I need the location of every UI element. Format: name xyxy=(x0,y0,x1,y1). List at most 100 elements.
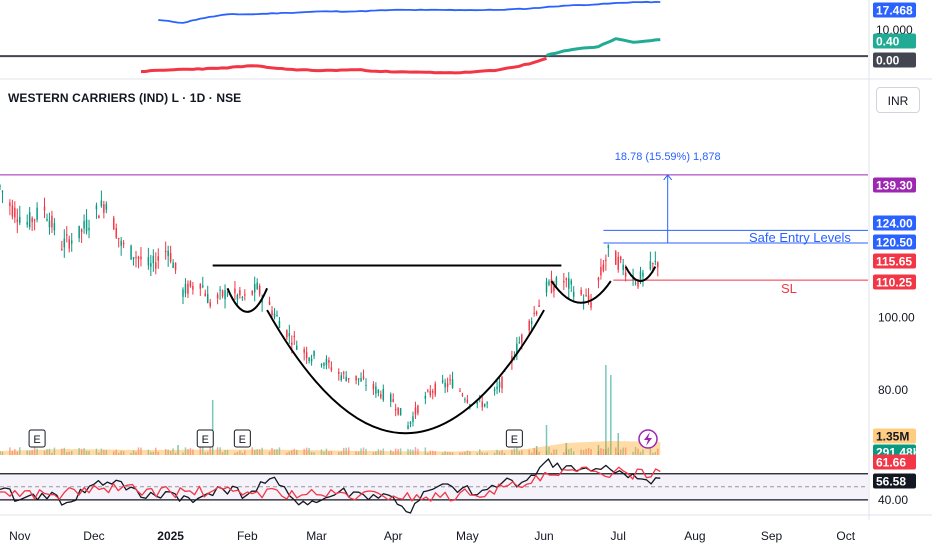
volume-bar xyxy=(459,452,461,455)
volume-bar xyxy=(236,451,239,455)
volume-bar xyxy=(51,452,53,455)
volume-bar xyxy=(152,451,155,455)
volume-bar-spike xyxy=(211,400,214,455)
volume-bar xyxy=(117,452,120,455)
candle-body xyxy=(493,389,496,391)
volume-bar xyxy=(590,449,592,455)
price-level-label: 139.30 xyxy=(876,179,913,193)
candle-body xyxy=(132,257,135,260)
candle-body xyxy=(590,301,592,308)
candle-body xyxy=(130,245,132,260)
candle-body xyxy=(563,280,565,283)
cup-handle-arc xyxy=(550,280,612,304)
volume-bar xyxy=(451,452,454,455)
candle-body xyxy=(649,261,652,270)
cup-handle-arc xyxy=(624,266,657,283)
volume-bar-spike xyxy=(177,445,179,455)
candle-body xyxy=(33,219,36,221)
candle-body xyxy=(51,215,53,228)
candles-group xyxy=(0,184,659,430)
volume-bar xyxy=(587,447,590,455)
candle-body xyxy=(202,285,204,288)
candle-body xyxy=(533,312,535,314)
volume-bar xyxy=(271,448,273,455)
candle-body xyxy=(325,358,328,366)
candle-body xyxy=(241,297,244,299)
candle-body xyxy=(172,262,174,268)
volume-bar xyxy=(31,450,33,455)
volume-bar xyxy=(432,450,434,455)
price-level-label: 124.00 xyxy=(876,217,913,231)
volume-bar xyxy=(501,450,503,455)
candle-body xyxy=(157,256,160,261)
candle-body xyxy=(80,229,83,232)
volume-bar xyxy=(132,450,135,455)
volume-bar xyxy=(622,447,624,455)
candle-body xyxy=(476,402,479,405)
candle-body xyxy=(654,260,657,262)
volume-bar xyxy=(11,450,14,455)
volume-bar xyxy=(95,448,98,455)
volume-bar xyxy=(548,447,550,455)
volume-bar xyxy=(347,447,350,455)
candle-body xyxy=(9,202,11,206)
volume-bar xyxy=(157,451,160,455)
candle-body xyxy=(600,266,602,276)
volume-bar xyxy=(313,452,315,455)
volume-bar xyxy=(33,447,36,455)
candle-body xyxy=(271,310,273,316)
candle-body xyxy=(256,282,258,290)
candle-body xyxy=(449,379,451,381)
volume-bar xyxy=(607,447,610,455)
last-value-label-bg xyxy=(873,33,916,49)
candle-body xyxy=(657,262,659,268)
volume-bar xyxy=(498,451,501,455)
x-tick-label: Nov xyxy=(9,529,30,543)
candle-body xyxy=(530,321,533,325)
rsi-tick-label: 40.00 xyxy=(878,493,908,507)
measure-arrow-head xyxy=(663,174,673,181)
candle-body xyxy=(481,401,483,408)
candle-body xyxy=(444,382,446,388)
volume-bar-spike xyxy=(617,433,619,455)
candle-body xyxy=(535,311,538,315)
volume-bar xyxy=(234,452,236,455)
earnings-marker xyxy=(28,429,46,448)
candle-body xyxy=(167,250,169,257)
x-tick-label: Oct xyxy=(836,529,855,543)
x-tick-label: Mar xyxy=(306,529,327,543)
volume-bar xyxy=(80,449,83,455)
currency-button[interactable]: INR xyxy=(876,87,920,113)
volume-bar xyxy=(461,452,464,455)
candle-body xyxy=(83,221,85,229)
volume-bar xyxy=(417,448,419,455)
volume-bar xyxy=(169,451,172,455)
volume-bar xyxy=(88,451,90,455)
rsi-value-label-bg xyxy=(873,473,916,489)
volume-bar xyxy=(360,448,362,455)
volume-bar xyxy=(273,449,276,455)
candle-body xyxy=(43,206,46,211)
candle-body xyxy=(224,290,226,300)
candle-body xyxy=(303,349,305,353)
volume-bar xyxy=(120,450,122,455)
candle-body xyxy=(46,218,48,221)
volume-bar xyxy=(66,452,68,455)
candle-body xyxy=(330,367,333,371)
volume-bar xyxy=(14,449,16,455)
candle-body xyxy=(355,375,357,381)
candle-body xyxy=(310,358,313,362)
volume-bar xyxy=(308,448,310,455)
volume-bar xyxy=(140,447,142,455)
volume-bar xyxy=(380,450,382,455)
candle-body xyxy=(516,343,518,354)
volume-bar xyxy=(43,450,46,455)
volume-bar xyxy=(278,447,281,455)
volume-bar xyxy=(479,449,481,455)
volume-bar xyxy=(563,452,565,455)
volume-bar xyxy=(414,447,417,455)
candle-body xyxy=(553,286,555,292)
candle-body xyxy=(652,263,654,265)
candle-body xyxy=(580,289,582,295)
